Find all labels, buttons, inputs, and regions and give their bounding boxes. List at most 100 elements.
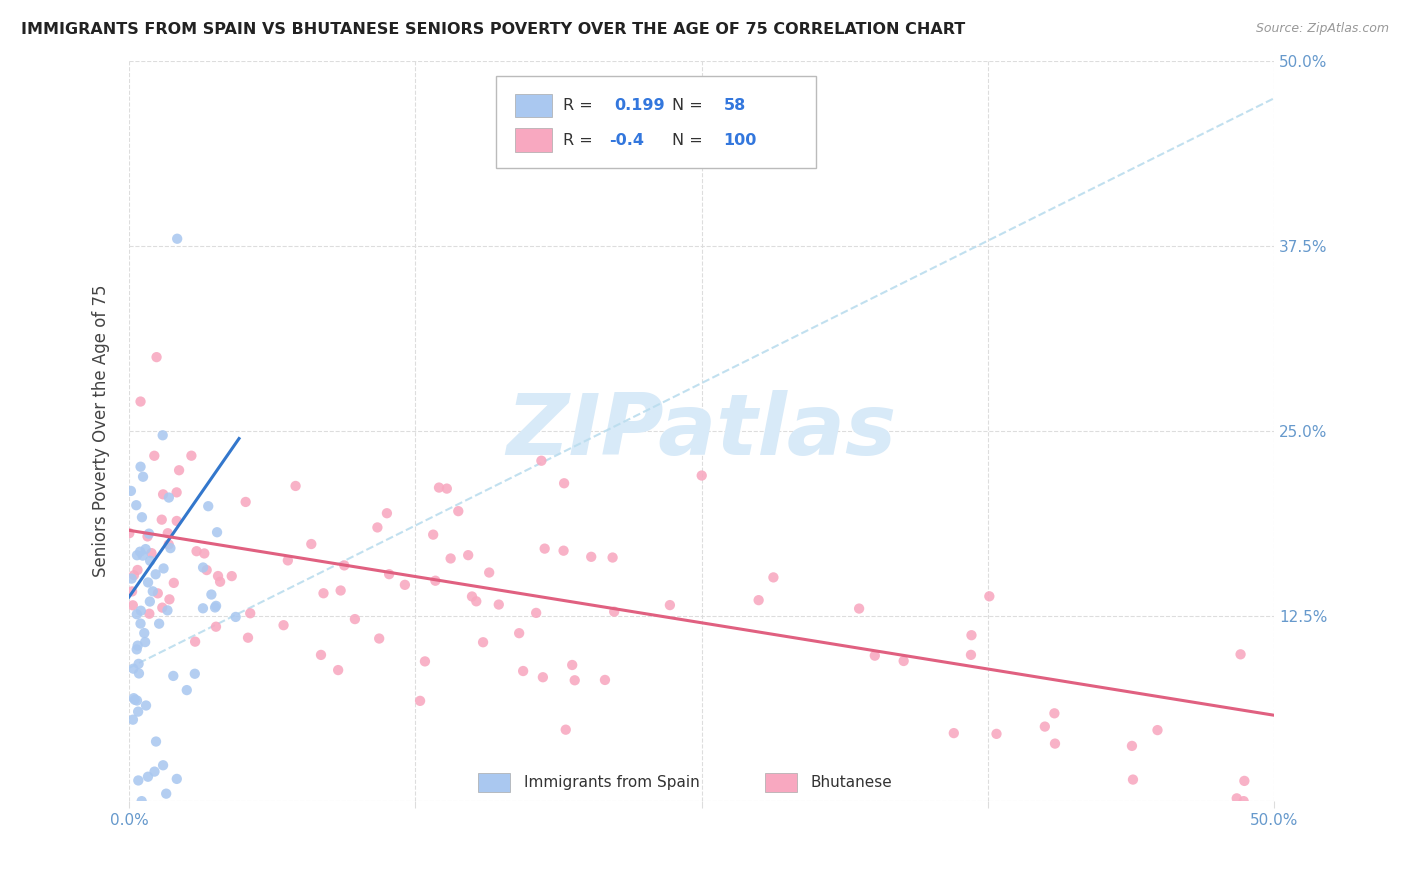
Point: [748, 593, 770, 607]
Point: [205, 620, 228, 634]
Point: [457, 548, 479, 562]
Point: [157, 537, 180, 551]
Point: [159, 541, 181, 556]
Point: [125, 498, 148, 512]
Point: [478, 566, 501, 580]
Point: [166, 514, 188, 528]
Text: Immigrants from Spain: Immigrants from Spain: [524, 775, 700, 790]
Point: [1233, 794, 1256, 808]
Point: [960, 628, 983, 642]
Point: [375, 506, 398, 520]
Point: [166, 772, 188, 786]
Point: [235, 495, 257, 509]
Point: [191, 601, 214, 615]
Text: N =: N =: [672, 133, 707, 148]
Text: R =: R =: [564, 98, 598, 113]
Point: [184, 666, 207, 681]
Text: 58: 58: [724, 98, 745, 113]
Point: [162, 669, 184, 683]
Point: [146, 586, 169, 600]
Point: [152, 561, 174, 575]
Point: [155, 787, 177, 801]
Point: [118, 526, 141, 541]
Point: [145, 567, 167, 582]
FancyBboxPatch shape: [515, 128, 551, 153]
Point: [200, 588, 222, 602]
Point: [125, 548, 148, 562]
Point: [209, 574, 232, 589]
Text: ZIPatlas: ZIPatlas: [506, 390, 897, 473]
Point: [138, 526, 160, 541]
Point: [329, 583, 352, 598]
Point: [136, 529, 159, 543]
Point: [893, 654, 915, 668]
Point: [166, 485, 188, 500]
Text: R =: R =: [564, 133, 598, 148]
Point: [848, 601, 870, 615]
Point: [413, 654, 436, 668]
Point: [129, 616, 152, 631]
Point: [191, 560, 214, 574]
Point: [284, 479, 307, 493]
Point: [1233, 773, 1256, 788]
Text: IMMIGRANTS FROM SPAIN VS BHUTANESE SENIORS POVERTY OVER THE AGE OF 75 CORRELATIO: IMMIGRANTS FROM SPAIN VS BHUTANESE SENIO…: [21, 22, 966, 37]
Point: [142, 584, 165, 599]
Point: [942, 726, 965, 740]
Point: [564, 673, 586, 688]
Point: [193, 546, 215, 560]
Point: [979, 589, 1001, 603]
Point: [593, 673, 616, 687]
Point: [427, 481, 450, 495]
Point: [186, 544, 208, 558]
Point: [156, 526, 179, 541]
Point: [409, 694, 432, 708]
Point: [120, 483, 142, 498]
Point: [124, 693, 146, 707]
Point: [440, 551, 463, 566]
Point: [530, 454, 553, 468]
Point: [447, 504, 470, 518]
Point: [1122, 772, 1144, 787]
Point: [554, 723, 576, 737]
Point: [135, 542, 157, 557]
FancyBboxPatch shape: [495, 76, 817, 169]
Text: 100: 100: [724, 133, 756, 148]
Point: [127, 639, 149, 653]
Point: [136, 575, 159, 590]
Point: [512, 664, 534, 678]
Point: [152, 487, 174, 501]
Point: [129, 394, 152, 409]
Point: [184, 634, 207, 648]
Point: [131, 510, 153, 524]
Point: [524, 606, 547, 620]
Point: [176, 683, 198, 698]
Point: [1033, 720, 1056, 734]
Point: [488, 598, 510, 612]
Point: [152, 758, 174, 772]
Point: [159, 592, 181, 607]
Point: [127, 773, 149, 788]
Point: [472, 635, 495, 649]
Point: [132, 469, 155, 483]
Point: [394, 578, 416, 592]
Point: [658, 598, 681, 612]
Point: [581, 549, 603, 564]
Point: [128, 666, 150, 681]
Point: [125, 693, 148, 707]
Point: [236, 631, 259, 645]
Point: [1229, 648, 1251, 662]
Point: [195, 563, 218, 577]
Point: [156, 603, 179, 617]
Point: [134, 626, 156, 640]
Point: [343, 612, 366, 626]
Point: [122, 568, 145, 582]
Text: Source: ZipAtlas.com: Source: ZipAtlas.com: [1256, 22, 1389, 36]
Point: [1121, 739, 1143, 753]
Point: [129, 604, 152, 618]
Point: [150, 513, 173, 527]
Point: [143, 764, 166, 779]
Point: [128, 657, 150, 671]
Point: [333, 558, 356, 573]
Point: [136, 770, 159, 784]
Point: [277, 553, 299, 567]
